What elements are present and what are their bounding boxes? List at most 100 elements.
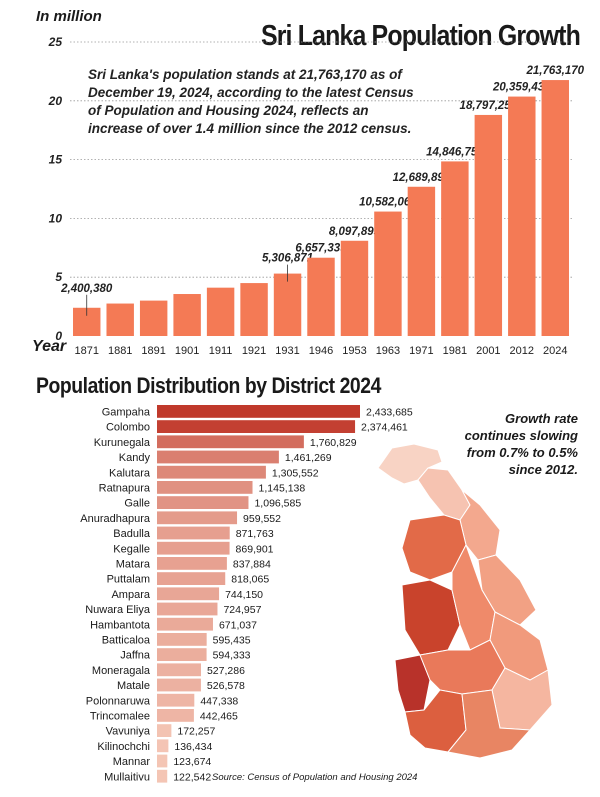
district-value-label: 837,884 <box>233 559 271 571</box>
district-label: Kurunegala <box>94 437 151 449</box>
district-label: Kandy <box>119 452 151 464</box>
district-bar <box>157 769 168 783</box>
sri-lanka-map <box>377 443 553 759</box>
x-tick-label: 2001 <box>476 345 500 357</box>
x-tick-label: 1901 <box>175 345 199 357</box>
district-label: Badulla <box>113 528 151 540</box>
bar <box>173 294 201 336</box>
district-value-label: 442,465 <box>200 711 238 723</box>
district-label: Mullaitivu <box>104 771 150 783</box>
x-tick-label: 1931 <box>275 345 299 357</box>
map-region-north <box>377 443 443 485</box>
district-bar <box>157 693 195 707</box>
y-axis-unit-label: In million <box>36 8 102 25</box>
district-label: Matale <box>117 680 150 692</box>
bar <box>273 273 302 336</box>
x-axis-label: Year <box>32 338 67 355</box>
district-bar <box>157 405 360 418</box>
district-value-label: 724,957 <box>223 604 261 616</box>
district-label: Jaffna <box>120 650 151 662</box>
data-label: 2,400,380 <box>60 283 113 295</box>
bar <box>541 80 569 336</box>
x-tick-label: 1981 <box>443 345 467 357</box>
x-tick-label: 1963 <box>376 345 400 357</box>
district-bar <box>157 617 213 631</box>
district-label: Colombo <box>106 422 150 434</box>
data-label: 8,097,895 <box>329 226 381 238</box>
district-bar <box>157 724 172 737</box>
x-tick-label: 2024 <box>543 345 567 357</box>
growth-rate-note: Growth rate continues slowing from 0.7% … <box>464 411 578 477</box>
bar <box>106 303 134 336</box>
district-bar <box>157 739 169 753</box>
x-tick-label: 2012 <box>510 345 534 357</box>
bar <box>474 114 503 336</box>
y-tick-label: 0 <box>55 329 62 343</box>
y-tick-label: 10 <box>49 211 63 225</box>
district-bar <box>157 709 194 722</box>
district-bar <box>157 450 279 464</box>
map-region-southeast <box>491 667 553 731</box>
district-chart-title: Population Distribution by District 2024 <box>36 373 381 398</box>
district-value-label: 594,333 <box>213 650 251 662</box>
district-value-label: 527,286 <box>207 665 245 677</box>
data-label: 12,689,897 <box>393 172 451 184</box>
district-bar <box>157 557 227 570</box>
district-bar <box>157 526 230 540</box>
district-value-label: 136,434 <box>174 741 212 753</box>
district-value-label: 1,145,138 <box>259 483 306 495</box>
district-value-label: 671,037 <box>219 619 257 631</box>
district-bar <box>157 541 230 555</box>
district-label: Puttalam <box>107 574 150 586</box>
x-tick-label: 1891 <box>141 345 165 357</box>
data-label: 18,797,257 <box>460 100 518 112</box>
bar <box>206 287 235 336</box>
y-tick-label: 25 <box>48 35 63 49</box>
district-bar <box>157 420 356 433</box>
district-bar <box>157 648 207 661</box>
x-tick-label: 1911 <box>209 345 233 357</box>
district-value-label: 1,461,269 <box>285 452 332 464</box>
data-label: 5,306,871 <box>262 253 313 265</box>
y-tick-label: 5 <box>55 270 62 284</box>
y-tick-label: 15 <box>49 153 63 167</box>
bar <box>240 283 268 336</box>
y-tick-label: 20 <box>48 94 63 108</box>
district-label: Moneragala <box>92 665 151 677</box>
district-label: Batticaloa <box>102 635 151 647</box>
district-label: Ampara <box>111 589 150 601</box>
district-bar <box>157 678 201 692</box>
intro-text: Sri Lanka's population stands at 21,763,… <box>88 67 414 136</box>
district-value-label: 2,374,461 <box>361 422 408 434</box>
district-bar <box>157 572 226 585</box>
district-label: Matara <box>116 559 151 571</box>
x-tick-label: 1881 <box>108 345 132 357</box>
district-bar <box>157 465 266 479</box>
district-label: Kegalle <box>113 543 150 555</box>
district-bar <box>157 663 201 677</box>
district-label: Vavuniya <box>106 726 151 738</box>
district-label: Anuradhapura <box>80 513 151 525</box>
district-value-label: 818,065 <box>231 574 269 586</box>
x-tick-label: 1921 <box>242 345 266 357</box>
bar <box>441 161 469 336</box>
district-value-label: 595,435 <box>213 635 251 647</box>
data-label: 21,763,170 <box>525 65 584 77</box>
district-value-label: 122,542 <box>173 771 211 783</box>
district-bar <box>157 481 253 494</box>
data-label: 6,657,339 <box>295 243 347 255</box>
district-value-label: 744,150 <box>225 589 263 601</box>
district-value-label: 447,338 <box>200 695 238 707</box>
chart-title: Sri Lanka Population Growth <box>260 20 581 52</box>
data-label: 20,359,439 <box>492 82 551 94</box>
district-value-label: 1,305,552 <box>272 467 319 479</box>
district-bar <box>157 511 238 525</box>
district-label: Polonnaruwa <box>86 695 151 707</box>
district-bar <box>157 754 168 768</box>
district-label: Galle <box>124 498 150 510</box>
map-region-south <box>447 689 532 759</box>
data-label: 10,582,064 <box>359 197 417 209</box>
x-tick-label: 1946 <box>309 345 333 357</box>
bar <box>340 240 369 336</box>
x-tick-label: 1953 <box>342 345 366 357</box>
